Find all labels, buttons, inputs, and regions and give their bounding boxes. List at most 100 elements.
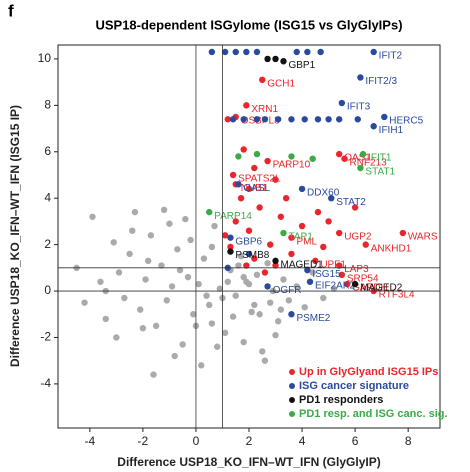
point	[335, 150, 343, 158]
point	[304, 266, 311, 274]
point	[216, 285, 224, 292]
point	[288, 116, 295, 123]
point	[335, 229, 343, 237]
point-label: PSMB8	[235, 250, 269, 261]
point-label: IFIT1	[368, 153, 392, 164]
point-label: PARP14	[214, 211, 252, 222]
point-label: LAP3	[344, 264, 369, 275]
point	[221, 48, 229, 56]
point-label: OASL	[243, 183, 270, 194]
legend-label: ISG cancer signature	[299, 380, 409, 392]
point	[144, 257, 152, 265]
point-label: IFIT2	[379, 51, 403, 62]
point	[301, 116, 308, 123]
point-label: RNF213	[350, 157, 388, 168]
point	[280, 58, 287, 65]
panel-label: f	[8, 1, 14, 20]
point	[235, 153, 242, 160]
point	[142, 276, 149, 283]
point	[251, 301, 258, 309]
point	[97, 278, 104, 285]
point	[293, 48, 300, 56]
point	[248, 308, 255, 316]
x-tick-label: -4	[84, 434, 95, 448]
point	[224, 116, 231, 123]
point	[126, 250, 133, 258]
point	[256, 311, 263, 318]
y-tick-label: -4	[40, 376, 51, 390]
point	[203, 292, 210, 299]
x-tick-label: 6	[352, 434, 359, 448]
point	[335, 116, 343, 123]
point	[399, 229, 407, 237]
y-tick-label: 4	[44, 190, 51, 204]
point	[198, 362, 205, 369]
point-label: NUB1	[241, 183, 268, 194]
point	[243, 48, 250, 56]
point	[206, 301, 213, 309]
point	[267, 299, 274, 306]
point	[298, 222, 306, 230]
point-label: OAS1	[344, 153, 371, 164]
point-label: ISG15	[312, 269, 341, 280]
point	[160, 206, 168, 214]
y-tick-label: 6	[44, 144, 51, 158]
point	[200, 255, 208, 262]
point	[320, 243, 327, 251]
point	[288, 250, 295, 258]
point	[259, 348, 266, 355]
x-tick-label: 0	[193, 434, 200, 448]
x-tick-label: 2	[246, 434, 253, 448]
point	[139, 324, 147, 332]
point-label: PML	[296, 236, 317, 247]
point	[243, 262, 250, 269]
point	[274, 318, 282, 325]
point	[288, 153, 295, 160]
point	[351, 280, 359, 288]
y-tick-label: 8	[44, 98, 51, 112]
point	[113, 334, 120, 341]
point	[320, 294, 327, 302]
point	[240, 116, 247, 123]
point	[81, 299, 88, 306]
point-label: IFIT2/3	[365, 76, 397, 87]
point	[288, 234, 295, 241]
point	[206, 208, 213, 216]
point-label: MAGED1	[281, 260, 324, 271]
point	[330, 285, 338, 292]
y-tick-label: 10	[38, 51, 52, 65]
point	[343, 280, 351, 288]
point	[301, 304, 308, 311]
point	[357, 164, 364, 172]
point	[245, 227, 253, 234]
point	[285, 297, 292, 304]
point	[272, 262, 279, 269]
point	[298, 185, 306, 193]
point	[359, 150, 367, 158]
point	[229, 116, 237, 123]
point	[176, 266, 184, 274]
point	[264, 157, 271, 165]
point-label: ANKHD1	[371, 243, 412, 254]
point	[115, 269, 123, 276]
y-axis-label: Difference USP18_KO_IFN–WT_IFN (ISG15 IP…	[8, 105, 22, 367]
point	[335, 262, 343, 269]
point	[264, 55, 271, 63]
point	[110, 239, 117, 246]
legend-swatch	[289, 411, 295, 417]
point	[137, 306, 144, 313]
point	[362, 241, 369, 248]
point	[370, 48, 377, 56]
point	[221, 232, 229, 239]
point	[229, 313, 237, 320]
point	[317, 48, 324, 56]
point-label: GBP1	[288, 60, 315, 71]
point	[328, 195, 335, 202]
point	[312, 257, 319, 265]
point-label: TAP1	[288, 232, 313, 243]
point	[267, 241, 274, 248]
point	[309, 269, 316, 276]
point-label: STAT1	[365, 167, 395, 178]
point	[259, 76, 266, 84]
